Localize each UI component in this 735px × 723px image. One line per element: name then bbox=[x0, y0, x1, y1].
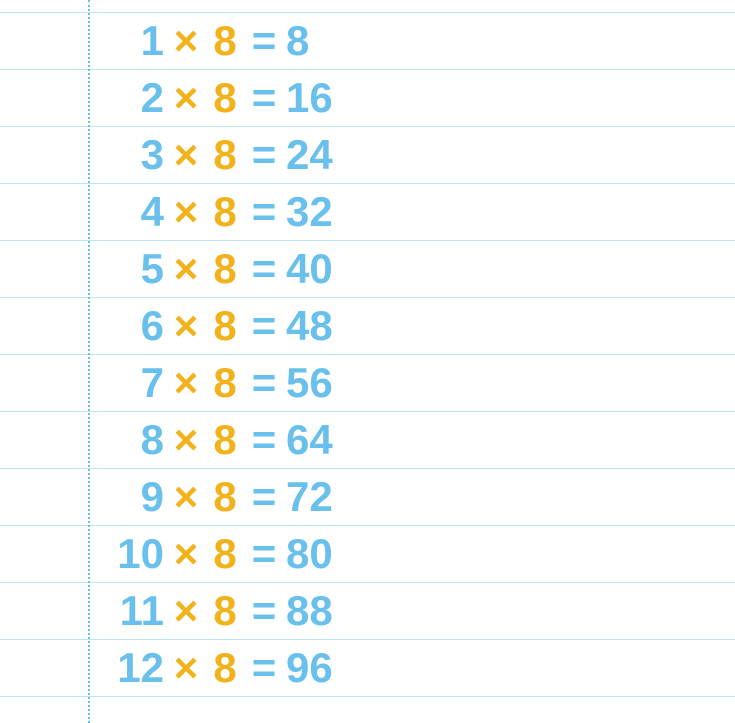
result: 48 bbox=[286, 297, 333, 354]
equals-operator: = bbox=[242, 354, 286, 411]
multiplier: 8 bbox=[106, 411, 164, 468]
factor: 8 bbox=[208, 126, 242, 183]
result: 56 bbox=[286, 354, 333, 411]
factor: 8 bbox=[208, 525, 242, 582]
multiplier: 2 bbox=[106, 69, 164, 126]
times-operator: × bbox=[164, 582, 208, 639]
equation-row: 3×8=24 bbox=[106, 126, 333, 183]
times-operator: × bbox=[164, 525, 208, 582]
equals-operator: = bbox=[242, 411, 286, 468]
margin-rule bbox=[88, 0, 90, 723]
factor: 8 bbox=[208, 12, 242, 69]
ruled-line bbox=[0, 696, 735, 697]
equation-row: 10×8=80 bbox=[106, 525, 333, 582]
equation-row: 7×8=56 bbox=[106, 354, 333, 411]
multiplier: 6 bbox=[106, 297, 164, 354]
factor: 8 bbox=[208, 183, 242, 240]
times-operator: × bbox=[164, 354, 208, 411]
multiplier: 10 bbox=[106, 525, 164, 582]
equation-row: 9×8=72 bbox=[106, 468, 333, 525]
result: 64 bbox=[286, 411, 333, 468]
times-operator: × bbox=[164, 468, 208, 525]
equation-row: 8×8=64 bbox=[106, 411, 333, 468]
equation-row: 4×8=32 bbox=[106, 183, 333, 240]
factor: 8 bbox=[208, 297, 242, 354]
equals-operator: = bbox=[242, 639, 286, 696]
equation-row: 1×8=8 bbox=[106, 12, 309, 69]
times-operator: × bbox=[164, 12, 208, 69]
factor: 8 bbox=[208, 354, 242, 411]
equals-operator: = bbox=[242, 126, 286, 183]
times-operator: × bbox=[164, 411, 208, 468]
equals-operator: = bbox=[242, 582, 286, 639]
equation-row: 11×8=88 bbox=[106, 582, 333, 639]
multiplier: 11 bbox=[106, 582, 164, 639]
multiplier: 5 bbox=[106, 240, 164, 297]
notebook-paper: 1×8=82×8=163×8=244×8=325×8=406×8=487×8=5… bbox=[0, 0, 735, 723]
times-operator: × bbox=[164, 126, 208, 183]
equation-row: 2×8=16 bbox=[106, 69, 333, 126]
equals-operator: = bbox=[242, 525, 286, 582]
multiplier: 4 bbox=[106, 183, 164, 240]
factor: 8 bbox=[208, 468, 242, 525]
times-operator: × bbox=[164, 297, 208, 354]
multiplier: 12 bbox=[106, 639, 164, 696]
equation-row: 6×8=48 bbox=[106, 297, 333, 354]
factor: 8 bbox=[208, 69, 242, 126]
equals-operator: = bbox=[242, 240, 286, 297]
equals-operator: = bbox=[242, 183, 286, 240]
result: 88 bbox=[286, 582, 333, 639]
equals-operator: = bbox=[242, 468, 286, 525]
factor: 8 bbox=[208, 582, 242, 639]
result: 72 bbox=[286, 468, 333, 525]
factor: 8 bbox=[208, 240, 242, 297]
factor: 8 bbox=[208, 639, 242, 696]
result: 8 bbox=[286, 12, 309, 69]
times-operator: × bbox=[164, 240, 208, 297]
multiplier: 7 bbox=[106, 354, 164, 411]
times-operator: × bbox=[164, 69, 208, 126]
equals-operator: = bbox=[242, 69, 286, 126]
factor: 8 bbox=[208, 411, 242, 468]
equation-row: 5×8=40 bbox=[106, 240, 333, 297]
result: 32 bbox=[286, 183, 333, 240]
result: 40 bbox=[286, 240, 333, 297]
times-operator: × bbox=[164, 639, 208, 696]
equation-row: 12×8=96 bbox=[106, 639, 333, 696]
result: 24 bbox=[286, 126, 333, 183]
equals-operator: = bbox=[242, 297, 286, 354]
multiplier: 1 bbox=[106, 12, 164, 69]
multiplier: 3 bbox=[106, 126, 164, 183]
result: 16 bbox=[286, 69, 333, 126]
times-operator: × bbox=[164, 183, 208, 240]
result: 80 bbox=[286, 525, 333, 582]
result: 96 bbox=[286, 639, 333, 696]
multiplier: 9 bbox=[106, 468, 164, 525]
equals-operator: = bbox=[242, 12, 286, 69]
